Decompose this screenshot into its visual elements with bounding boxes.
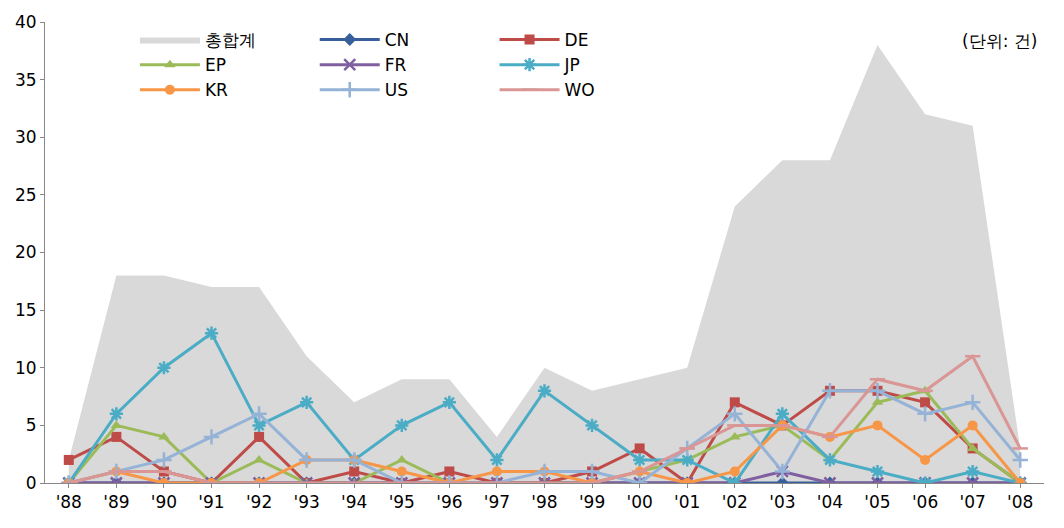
- svg-text:15: 15: [15, 300, 37, 320]
- svg-text:'97: '97: [484, 492, 510, 512]
- svg-text:'03: '03: [769, 492, 795, 512]
- svg-text:'07: '07: [959, 492, 985, 512]
- svg-text:'95: '95: [389, 492, 415, 512]
- svg-text:25: 25: [15, 185, 37, 205]
- svg-text:40: 40: [15, 12, 37, 32]
- svg-text:FR: FR: [385, 55, 407, 75]
- svg-text:'96: '96: [436, 492, 462, 512]
- svg-text:총합계: 총합계: [205, 30, 256, 50]
- svg-text:'92: '92: [246, 492, 272, 512]
- svg-text:'91: '91: [198, 492, 224, 512]
- svg-text:0: 0: [26, 473, 37, 493]
- svg-text:'88: '88: [56, 492, 82, 512]
- svg-text:20: 20: [15, 242, 37, 262]
- svg-text:EP: EP: [205, 55, 226, 75]
- svg-text:'08: '08: [1007, 492, 1033, 512]
- svg-text:CN: CN: [385, 30, 410, 50]
- svg-text:'05: '05: [864, 492, 890, 512]
- svg-text:KR: KR: [205, 80, 228, 100]
- svg-text:'00: '00: [626, 492, 652, 512]
- svg-text:'93: '93: [293, 492, 319, 512]
- svg-text:'99: '99: [579, 492, 605, 512]
- svg-text:'90: '90: [151, 492, 177, 512]
- svg-text:10: 10: [15, 358, 37, 378]
- svg-text:'02: '02: [722, 492, 748, 512]
- svg-text:'98: '98: [531, 492, 557, 512]
- svg-text:30: 30: [15, 127, 37, 147]
- svg-text:5: 5: [26, 415, 37, 435]
- svg-text:JP: JP: [564, 55, 580, 75]
- svg-text:'04: '04: [817, 492, 843, 512]
- svg-text:WO: WO: [565, 80, 595, 100]
- svg-text:US: US: [385, 80, 408, 100]
- svg-text:'06: '06: [912, 492, 938, 512]
- svg-text:35: 35: [15, 70, 37, 90]
- svg-text:(단위: 건): (단위: 건): [962, 31, 1037, 51]
- svg-text:'94: '94: [341, 492, 367, 512]
- svg-text:DE: DE: [565, 30, 589, 50]
- svg-text:'89: '89: [103, 492, 129, 512]
- svg-text:'01: '01: [674, 492, 700, 512]
